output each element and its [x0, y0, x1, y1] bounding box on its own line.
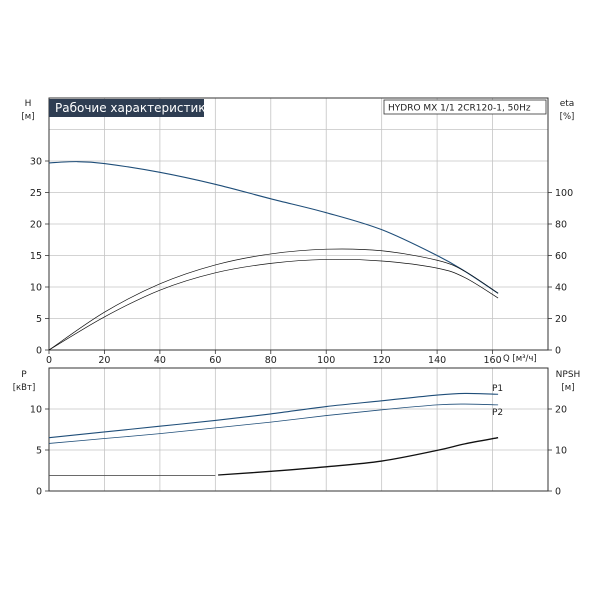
- lower-left-ticks: 0 5 10: [30, 404, 49, 497]
- p-tick-label: 10: [30, 404, 42, 415]
- lower-series-3: [218, 437, 499, 476]
- series-label-p2: P2: [492, 408, 503, 418]
- series-label-p1: P1: [492, 384, 503, 394]
- y-left-tick-label: 5: [36, 314, 42, 325]
- lower-right-ticks: 0 10 20: [548, 404, 567, 497]
- y-right-tick-label: 40: [555, 282, 567, 293]
- y-left-tick-label: 30: [30, 156, 42, 167]
- y-right-tick-label: 80: [555, 219, 567, 230]
- y-right-label-eta: eta: [560, 99, 575, 109]
- y-left-tick-label: 20: [30, 219, 42, 230]
- y-left-tick-label: 0: [36, 345, 42, 356]
- x-tick-label: 140: [428, 355, 446, 366]
- y-right-tick-label: 20: [555, 314, 567, 325]
- npsh-tick-label: 0: [555, 486, 561, 497]
- y-right-unit-eta: [%]: [560, 112, 575, 122]
- lower-series-p2: [48, 403, 499, 444]
- upper-grid: [49, 98, 548, 350]
- p-tick-label: 5: [36, 445, 42, 456]
- p-tick-label: 0: [36, 486, 42, 497]
- x-tick-label: 20: [98, 355, 110, 366]
- x-tick-label: 0: [46, 355, 52, 366]
- upper-series-0: [48, 161, 499, 294]
- y-right-label-npsh: NPSH: [556, 370, 581, 380]
- y-left-label-p: P: [21, 370, 27, 380]
- chart-title: Рабочие характеристики: [55, 101, 213, 115]
- y-left-tick-label: 15: [30, 251, 42, 262]
- x-tick-label: 100: [317, 355, 335, 366]
- y-right-tick-label: 0: [555, 345, 561, 356]
- upper-series-2: [48, 258, 499, 351]
- upper-series-1: [48, 248, 499, 351]
- y-right-unit-npsh: [м]: [561, 383, 574, 393]
- lower-plot: 0 5 10 0 10 20 P [кВт] NPSH [м] P1 P2: [13, 367, 581, 497]
- x-tick-label: 40: [154, 355, 166, 366]
- y-left-tick-label: 10: [30, 282, 42, 293]
- x-tick-label: 120: [373, 355, 391, 366]
- lower-series-p1: [48, 392, 499, 439]
- x-axis-label: Q [м³/ч]: [503, 354, 537, 364]
- npsh-tick-label: 20: [555, 404, 567, 415]
- y-left-unit-h: [м]: [21, 112, 34, 122]
- lower-curves: [48, 392, 499, 476]
- chart-title-box: [49, 99, 204, 117]
- model-label: HYDRO MX 1/1 2CR120-1, 50Hz: [388, 104, 531, 114]
- y-left-tick-label: 25: [30, 188, 42, 199]
- lower-grid: [49, 368, 548, 491]
- upper-curves: [48, 161, 499, 351]
- y-right-tick-label: 100: [555, 188, 573, 199]
- upper-left-ticks: 0 5 10 15 20 25 30: [30, 156, 49, 356]
- x-tick-label: 160: [483, 355, 501, 366]
- y-right-tick-label: 60: [555, 251, 567, 262]
- upper-right-ticks: 0 20 40 60 80 100: [548, 188, 573, 356]
- y-left-label-h: H: [25, 99, 32, 109]
- npsh-tick-label: 10: [555, 445, 567, 456]
- x-tick-label: 80: [265, 355, 277, 366]
- upper-plot: Рабочие характеристики HYDRO MX 1/1 2CR1…: [21, 97, 575, 366]
- model-label-box: [383, 99, 547, 115]
- y-left-unit-p: [кВт]: [13, 383, 36, 393]
- lower-plot-frame: [48, 367, 549, 492]
- upper-x-ticks: 0 20 40 60 80 100 120 140 160: [46, 350, 502, 366]
- x-tick-label: 60: [209, 355, 221, 366]
